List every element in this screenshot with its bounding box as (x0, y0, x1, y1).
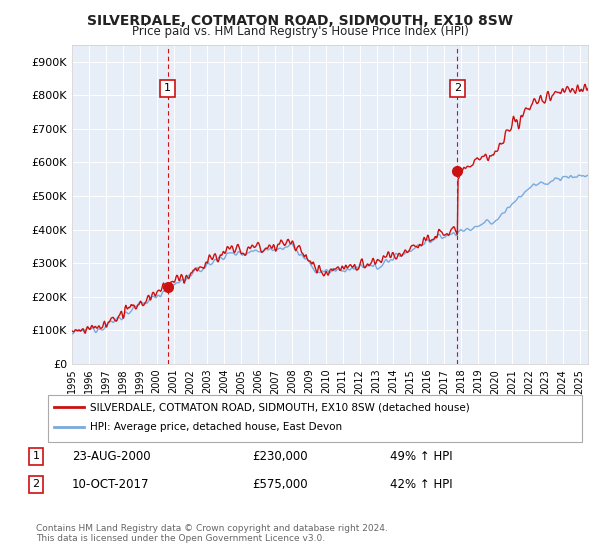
Text: 10-OCT-2017: 10-OCT-2017 (72, 478, 149, 491)
Text: 2: 2 (454, 83, 461, 94)
Text: £230,000: £230,000 (252, 450, 308, 463)
Text: 42% ↑ HPI: 42% ↑ HPI (390, 478, 452, 491)
Text: HPI: Average price, detached house, East Devon: HPI: Average price, detached house, East… (90, 422, 342, 432)
Text: SILVERDALE, COTMATON ROAD, SIDMOUTH, EX10 8SW: SILVERDALE, COTMATON ROAD, SIDMOUTH, EX1… (87, 14, 513, 28)
Text: 2: 2 (32, 479, 40, 489)
Text: £575,000: £575,000 (252, 478, 308, 491)
Text: 23-AUG-2000: 23-AUG-2000 (72, 450, 151, 463)
Text: Contains HM Land Registry data © Crown copyright and database right 2024.
This d: Contains HM Land Registry data © Crown c… (36, 524, 388, 543)
Text: Price paid vs. HM Land Registry's House Price Index (HPI): Price paid vs. HM Land Registry's House … (131, 25, 469, 38)
Text: 1: 1 (164, 83, 171, 94)
Text: 49% ↑ HPI: 49% ↑ HPI (390, 450, 452, 463)
Text: SILVERDALE, COTMATON ROAD, SIDMOUTH, EX10 8SW (detached house): SILVERDALE, COTMATON ROAD, SIDMOUTH, EX1… (90, 402, 470, 412)
Text: 1: 1 (32, 451, 40, 461)
